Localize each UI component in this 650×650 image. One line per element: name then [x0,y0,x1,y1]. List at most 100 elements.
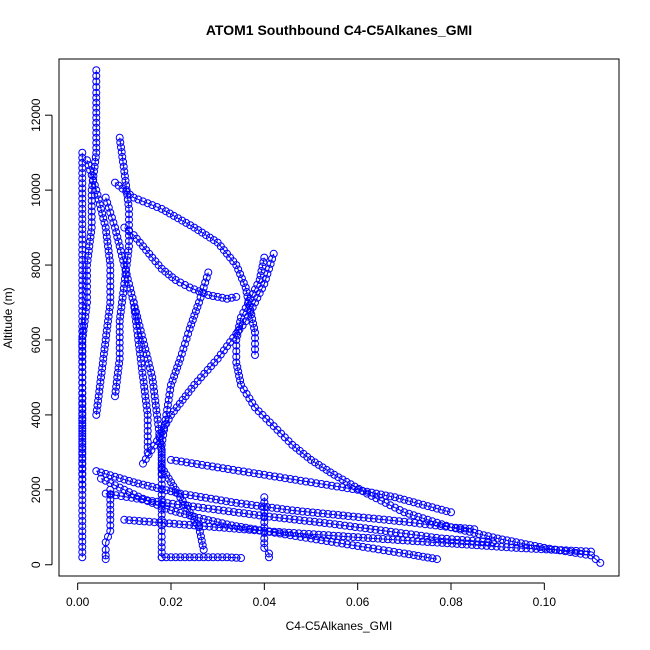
data-point [106,495,115,504]
data-point [332,482,341,491]
data-point [304,530,313,538]
data-point [312,535,321,544]
data-point [290,529,298,537]
data-point [236,270,245,278]
data-point [78,460,87,469]
data-point [93,401,102,410]
series-line [124,519,592,553]
data-point [94,392,103,401]
data-point [127,289,136,298]
data-point [78,409,87,418]
data-point [478,537,487,546]
data-point [213,553,222,562]
data-point [164,395,173,404]
data-point [92,123,101,132]
data-point [87,207,96,216]
data-point [78,373,87,382]
data-point [87,228,96,237]
data-point [150,392,159,401]
data-point [95,387,104,396]
data-point [303,508,312,516]
data-point [246,306,255,314]
plot-frame [58,58,620,577]
data-point [115,338,124,347]
data-point [260,508,269,517]
data-point [138,368,147,377]
data-point [234,265,243,274]
data-point [122,186,131,195]
data-point [237,274,246,283]
data-point [139,459,147,468]
data-point [229,465,238,474]
data-point [380,515,388,524]
data-point [78,194,87,203]
data-point [346,522,354,531]
data-point [229,508,238,516]
data-point [78,240,87,249]
data-point [157,448,166,457]
data-point [190,285,199,294]
data-point [214,505,223,514]
data-point [171,507,180,516]
data-point [527,544,536,553]
data-point [248,398,257,407]
data-point [78,245,87,254]
data-point [125,237,133,245]
data-point [103,237,112,246]
data-point [265,553,273,562]
data-point [135,345,144,354]
data-point [141,345,150,354]
data-point [122,261,131,270]
data-point [400,517,409,526]
data-point [190,311,199,320]
data-point [148,373,157,382]
data-point [83,261,91,270]
data-point [120,485,129,494]
data-point [143,481,152,490]
data-point [102,326,111,335]
data-point [126,284,135,293]
data-point [213,292,222,301]
data-point [386,501,395,510]
data-point [172,456,181,465]
data-point [140,387,149,396]
data-point [414,551,423,560]
data-point [220,523,229,532]
data-point [280,514,289,523]
data-point [421,520,430,529]
data-point [87,223,96,232]
data-point [149,382,158,391]
data-point [106,261,115,270]
data-point [273,504,282,513]
data-point [582,547,590,556]
data-point [174,359,183,368]
data-point [101,469,110,478]
data-point [251,351,259,359]
data-point [86,233,95,241]
data-point [157,527,166,535]
data-point [78,522,87,531]
data-point [259,258,268,267]
data-point [165,390,174,399]
series-line [161,556,242,559]
data-point [125,279,133,288]
data-point [139,480,147,489]
data-point [227,553,236,562]
data-point [78,271,87,280]
data-point [468,536,477,545]
data-point [92,410,101,419]
data-point [115,344,124,352]
data-point [390,516,399,525]
data-point [461,526,469,535]
data-point [105,303,114,312]
data-point [78,496,87,505]
data-point [338,475,347,484]
data-point [185,521,194,529]
data-point [78,337,87,346]
data-point [106,287,115,296]
data-point [334,473,343,482]
data-point [453,535,462,544]
data-point [196,493,205,501]
data-point [437,505,446,514]
data-point [92,406,101,415]
